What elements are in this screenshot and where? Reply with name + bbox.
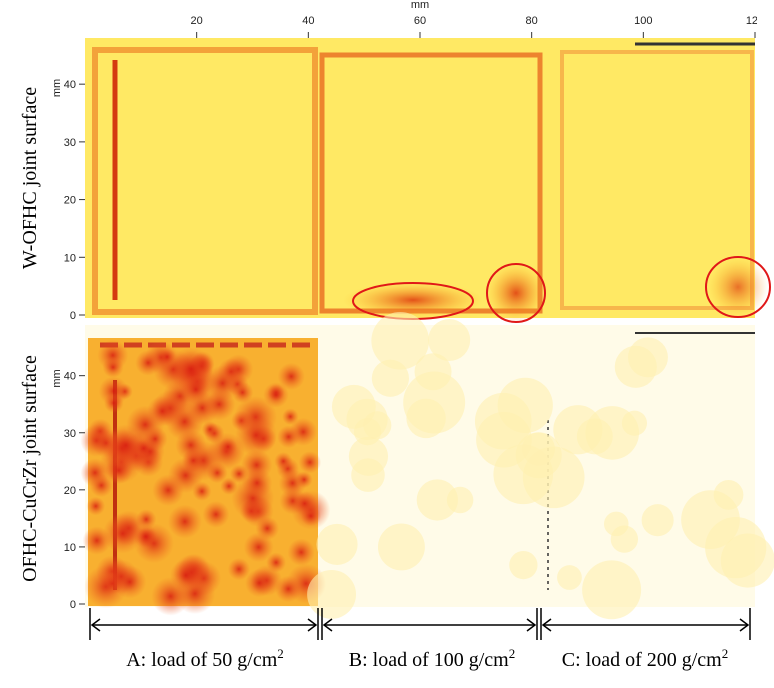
texture	[86, 496, 106, 516]
x-tick-label: 60	[414, 15, 426, 27]
texture	[291, 490, 318, 517]
y-tick-label: 40	[64, 79, 76, 91]
texture	[277, 362, 305, 391]
texture	[151, 576, 191, 616]
y-tick-label: 30	[64, 428, 76, 440]
texture	[147, 395, 178, 427]
texture	[553, 405, 603, 455]
texture	[245, 568, 274, 598]
y-axis-label: mm	[51, 79, 63, 97]
x-tick-label: 40	[302, 15, 314, 27]
texture	[316, 523, 358, 565]
y-tick-label: 20	[64, 195, 76, 207]
texture	[363, 411, 392, 440]
scan-image-top	[85, 38, 771, 323]
texture	[80, 458, 110, 488]
y-tick-label: 0	[70, 599, 76, 611]
texture	[113, 565, 147, 599]
texture	[167, 504, 202, 539]
texture	[152, 474, 185, 507]
texture	[255, 516, 280, 541]
texture	[135, 349, 162, 376]
load-sup: 2	[277, 646, 284, 661]
texture	[621, 410, 648, 436]
load-caption: B: load of 100 g/cm2	[349, 646, 515, 671]
y-tick-label: 0	[70, 310, 76, 322]
texture	[295, 471, 313, 489]
texture	[307, 569, 357, 619]
panel-label: W-OFHC joint surface	[19, 87, 41, 269]
texture	[274, 451, 293, 471]
load-sup: 2	[722, 646, 729, 661]
texture	[377, 523, 425, 571]
load-caption: C: load of 200 g/cm2	[562, 646, 728, 671]
y-tick-label: 20	[64, 485, 76, 497]
texture	[181, 374, 211, 405]
load-sup: 2	[509, 646, 516, 661]
y-tick-label: 10	[64, 542, 76, 554]
load-text: C: load of 200 g/cm	[562, 649, 722, 671]
load-text: B: load of 100 g/cm	[349, 649, 509, 671]
texture	[298, 451, 322, 474]
texture	[158, 348, 176, 366]
texture	[416, 479, 458, 521]
load-caption: A: load of 50 g/cm2	[126, 646, 284, 671]
texture	[104, 424, 147, 467]
texture	[227, 557, 251, 581]
texture	[282, 408, 299, 425]
x-tick-label: 120	[746, 15, 764, 27]
load-arrows	[89, 608, 751, 640]
y-tick-label: 30	[64, 137, 76, 149]
texture	[428, 318, 471, 362]
texture	[509, 550, 538, 580]
texture	[557, 565, 582, 590]
texture	[229, 464, 249, 484]
texture	[103, 393, 124, 413]
texture	[274, 575, 302, 603]
texture	[241, 467, 273, 499]
texture	[371, 359, 409, 397]
scan-image-bottom	[80, 311, 774, 620]
texture	[175, 429, 207, 461]
texture	[641, 504, 674, 537]
texture	[476, 411, 532, 468]
texture	[628, 337, 668, 378]
x-tick-label: 100	[634, 15, 652, 27]
texture	[351, 458, 385, 492]
panel-label: OFHC-CuCrZr joint surface	[19, 355, 41, 582]
texture	[582, 560, 642, 620]
texture	[235, 414, 278, 457]
y-tick-label: 40	[64, 371, 76, 383]
x-tick-label: 20	[191, 15, 203, 27]
texture	[263, 382, 289, 408]
texture	[610, 525, 639, 553]
texture	[371, 311, 430, 370]
y-tick-label: 10	[64, 252, 76, 264]
load-text: A: load of 50 g/cm	[126, 649, 278, 671]
texture	[201, 421, 219, 438]
texture	[287, 538, 315, 567]
x-axis-label: mm	[411, 0, 429, 11]
texture	[202, 388, 236, 421]
x-tick-label: 80	[526, 15, 538, 27]
texture	[142, 426, 168, 452]
texture	[202, 500, 230, 528]
texture	[681, 490, 740, 549]
y-axis-label: mm	[51, 369, 63, 387]
texture	[403, 371, 466, 434]
texture	[220, 477, 238, 495]
texture	[218, 437, 238, 457]
texture	[277, 425, 301, 449]
texture	[102, 356, 124, 378]
texture	[331, 384, 376, 429]
texture	[102, 513, 143, 554]
